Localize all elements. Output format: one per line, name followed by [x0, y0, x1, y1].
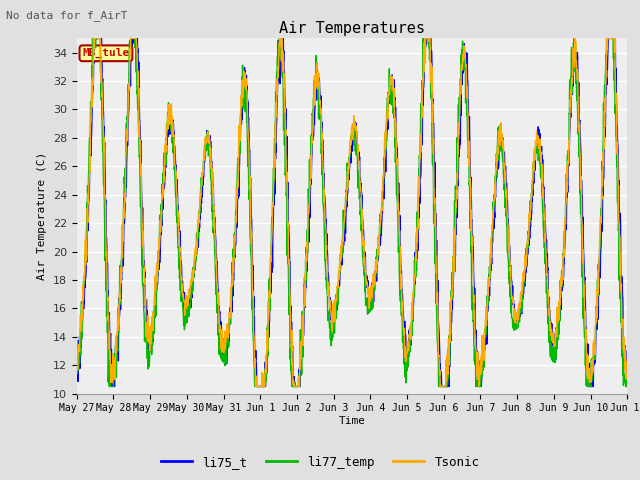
Legend: li75_t, li77_temp, Tsonic: li75_t, li77_temp, Tsonic — [156, 451, 484, 474]
Text: MB_tule: MB_tule — [83, 48, 129, 59]
Text: No data for f_AirT: No data for f_AirT — [6, 10, 128, 21]
X-axis label: Time: Time — [339, 416, 365, 426]
Title: Air Temperatures: Air Temperatures — [279, 21, 425, 36]
Y-axis label: Air Temperature (C): Air Temperature (C) — [37, 152, 47, 280]
